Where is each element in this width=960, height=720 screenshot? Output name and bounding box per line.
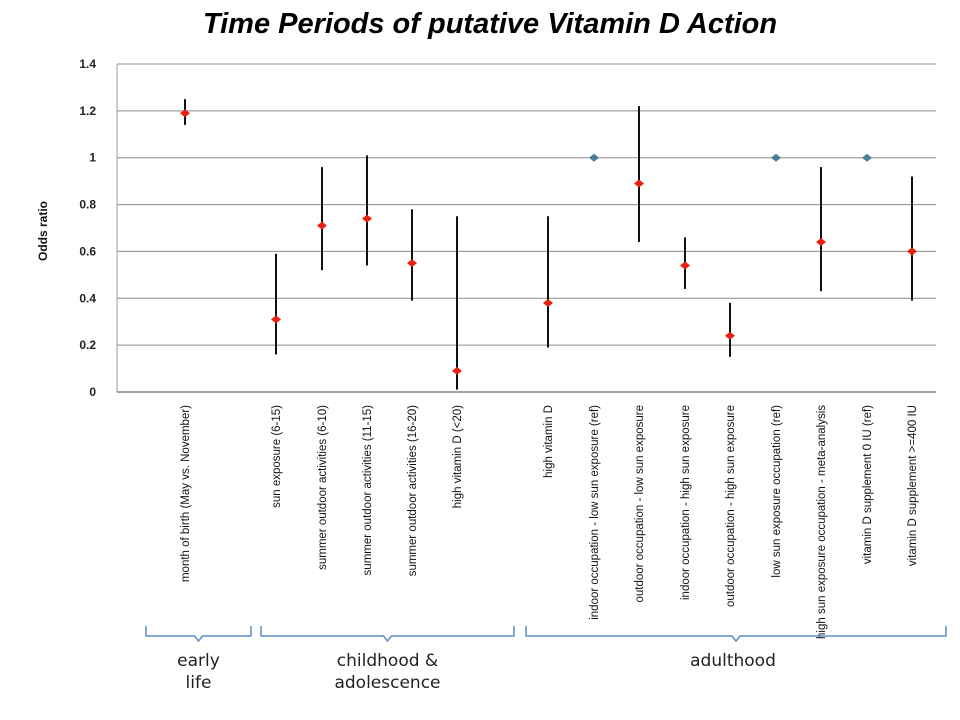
y-tick-label: 0.2 xyxy=(79,338,96,352)
group-label-line1: childhood & xyxy=(336,651,439,671)
estimate-point xyxy=(452,366,462,375)
group-label: childhood & adolescence xyxy=(308,650,468,694)
category-label: outdoor occupation - low sun exposure xyxy=(634,405,646,603)
category-label: month of birth (May vs. November) xyxy=(180,405,192,582)
estimate-point xyxy=(317,221,327,230)
y-tick-label: 0.6 xyxy=(79,244,96,258)
category-label: indoor occupation - high sun exposure xyxy=(680,405,692,600)
y-tick-label: 0.4 xyxy=(79,291,96,305)
category-label: sun exposure (6-15) xyxy=(271,405,283,508)
estimate-points xyxy=(180,109,917,375)
group-label-line2: adolescence xyxy=(334,673,441,693)
category-label: low sun exposure occupation (ref) xyxy=(771,405,783,578)
category-label: high vitamin D xyxy=(543,405,555,478)
y-tick-label: 1.2 xyxy=(79,104,96,118)
chart-title: Time Periods of putative Vitamin D Actio… xyxy=(202,8,778,40)
y-tick-labels: 0 0.2 0.4 0.6 0.8 1 1.2 1.4 xyxy=(79,57,96,399)
reference-point xyxy=(771,153,781,162)
category-label: indoor occupation - low sun exposure (re… xyxy=(589,405,601,620)
estimate-point xyxy=(407,259,417,268)
group-brackets xyxy=(145,626,947,643)
y-tick-label: 1.4 xyxy=(79,57,96,71)
estimate-point xyxy=(634,179,644,188)
category-label: high vitamin D (<20) xyxy=(452,405,464,508)
group-label-line2: life xyxy=(185,673,212,693)
grid-lines xyxy=(117,63,936,346)
group-bracket xyxy=(260,626,515,643)
category-labels: month of birth (May vs. November) sun exp… xyxy=(180,405,919,639)
estimate-point xyxy=(543,298,553,307)
y-tick-label: 0.8 xyxy=(79,198,96,212)
estimate-point xyxy=(816,238,826,247)
category-label: outdoor occupation - high sun exposure xyxy=(725,405,737,607)
group-bracket xyxy=(145,626,252,643)
axes xyxy=(116,64,936,393)
y-axis-label: Odds ratio xyxy=(36,201,50,261)
category-label: high sun exposure occupation - meta-anal… xyxy=(816,405,828,639)
y-tick-label: 1 xyxy=(89,151,96,165)
group-label: early life xyxy=(119,650,279,694)
group-label-line1: early xyxy=(177,651,220,671)
estimate-point xyxy=(907,247,917,256)
estimate-point xyxy=(271,315,281,324)
y-tick-label: 0 xyxy=(89,385,96,399)
estimate-point xyxy=(725,331,735,340)
group-label: adulthood xyxy=(653,650,813,672)
category-label: summer outdoor activities (11-15) xyxy=(362,405,374,576)
category-label: summer outdoor activities (16-20) xyxy=(407,405,419,576)
estimate-point xyxy=(680,261,690,270)
error-bars xyxy=(184,99,913,390)
estimate-point xyxy=(362,214,372,223)
category-label: summer outdoor activities (6-10) xyxy=(317,405,329,570)
group-label-line1: adulthood xyxy=(690,651,776,671)
reference-point xyxy=(589,153,599,162)
reference-point xyxy=(862,153,872,162)
group-bracket xyxy=(525,626,947,643)
category-label: vitamin D supplement >=400 IU xyxy=(907,405,919,566)
estimate-point xyxy=(180,109,190,118)
category-label: vitamin D supplement 0 IU (ref) xyxy=(862,405,874,564)
